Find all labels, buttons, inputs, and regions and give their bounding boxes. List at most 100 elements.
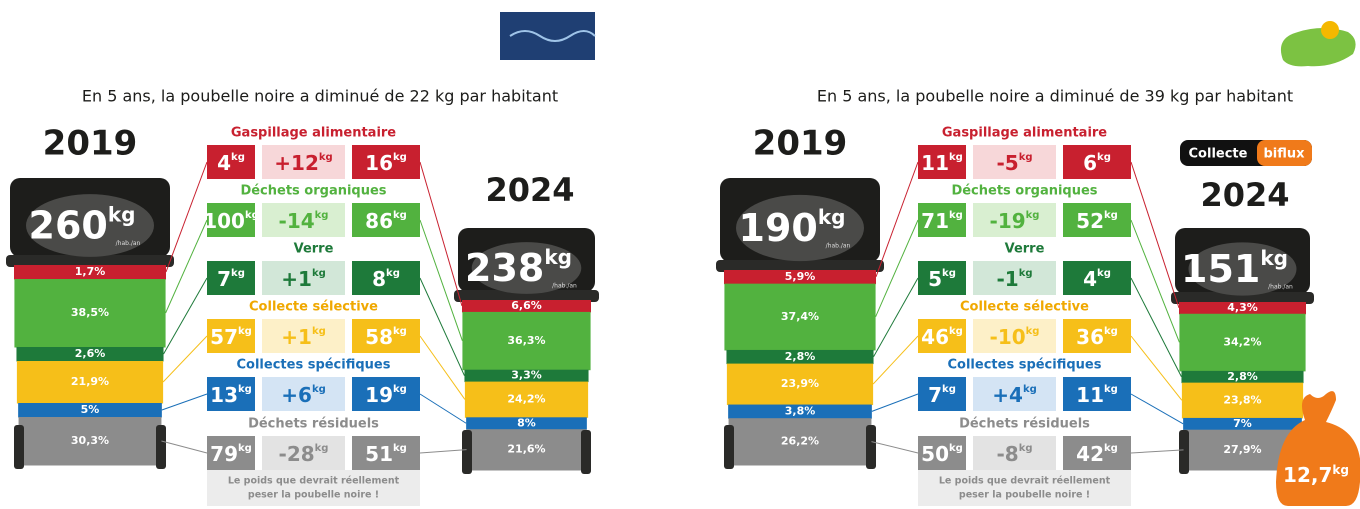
bag-value: 12,7 [1283, 463, 1332, 487]
bin-segment-label: 30,3% [71, 434, 109, 447]
bin-total-unit: kg [544, 245, 572, 269]
start-unit: kg [231, 268, 245, 279]
end-unit: kg [1104, 384, 1118, 395]
connector [872, 394, 918, 411]
category-name: Verre [1005, 242, 1045, 257]
end-number: 16 [365, 151, 393, 175]
connector [420, 220, 462, 341]
waste-bin: 238kg/hab./an6,6%36,3%3,3%24,2%8%21,6% [454, 228, 599, 474]
start-unit: kg [942, 384, 956, 395]
bin-segment-label: 37,4% [781, 310, 819, 323]
connector [871, 442, 918, 453]
bin-total-unit: kg [818, 205, 846, 229]
start-number: 57 [210, 325, 238, 349]
end-unit: kg [393, 384, 407, 395]
category-name: Déchets organiques [951, 184, 1097, 199]
bin-total-value: 238 [465, 246, 544, 290]
start-number: 46 [921, 325, 949, 349]
year-start: 2019 [43, 124, 138, 164]
change-number: -14 [279, 209, 315, 233]
start-number: 71 [921, 209, 949, 233]
end-number: 4 [1083, 267, 1097, 291]
end-number: 58 [365, 325, 393, 349]
bin-wheel [581, 430, 591, 474]
connector [420, 394, 466, 423]
waste-bin: 190kg/hab./an5,9%37,4%2,8%23,9%3,8%26,2% [716, 178, 884, 469]
logo-right [1281, 28, 1356, 66]
connector [1131, 220, 1179, 342]
panel-title: En 5 ans, la poubelle noire a diminué de… [817, 87, 1293, 106]
change-unit: kg [1023, 384, 1037, 395]
bin-segment-label: 23,8% [1223, 393, 1261, 406]
note-line: peser la poubelle noire ! [959, 490, 1090, 501]
change-unit: kg [315, 210, 329, 221]
change-unit: kg [1019, 443, 1033, 454]
connector [166, 162, 207, 272]
panel-title: En 5 ans, la poubelle noire a diminué de… [82, 87, 558, 106]
bin-per: /hab./an [1268, 284, 1293, 291]
bin-segment-label: 27,9% [1223, 443, 1261, 456]
bin-segment-label: 4,3% [1227, 301, 1258, 314]
year-end: 2024 [1200, 176, 1289, 214]
end-number: 52 [1076, 209, 1104, 233]
note-line: peser la poubelle noire ! [248, 490, 379, 501]
bin-segment-label: 21,6% [507, 443, 545, 456]
category-name: Verre [294, 242, 334, 257]
bin-segment-label: 5,9% [785, 270, 816, 283]
start-unit: kg [949, 443, 963, 454]
start-unit: kg [949, 210, 963, 221]
note-line: Le poids que devrait réellement [939, 476, 1111, 487]
change-number: +12 [274, 151, 319, 175]
bin-segment-label: 2,8% [785, 350, 816, 363]
change-unit: kg [312, 326, 326, 337]
start-unit: kg [238, 443, 252, 454]
change-number: +6 [281, 383, 312, 407]
end-unit: kg [1097, 268, 1111, 279]
end-unit: kg [386, 268, 400, 279]
category-name: Gaspillage alimentaire [942, 126, 1107, 141]
start-number: 5 [928, 267, 942, 291]
bin-segment-label: 5% [81, 403, 100, 416]
bin-total-value: 190 [739, 206, 818, 250]
bin-segment-label: 38,5% [71, 306, 109, 319]
connector [162, 394, 207, 410]
end-unit: kg [393, 210, 407, 221]
bin-total-unit: kg [108, 202, 136, 226]
end-number: 51 [365, 442, 393, 466]
bin-per: /hab./an [826, 243, 851, 250]
category-name: Déchets résiduels [959, 417, 1090, 432]
bin-wheel [1179, 430, 1189, 474]
connector [420, 336, 465, 399]
logo-left [500, 12, 595, 60]
end-unit: kg [1104, 326, 1118, 337]
bin-wheel [462, 430, 472, 474]
change-unit: kg [312, 268, 326, 279]
bin-segment-label: 3,3% [511, 369, 542, 382]
category-name: Collectes spécifiques [948, 358, 1102, 373]
change-number: +1 [281, 267, 312, 291]
end-number: 6 [1083, 151, 1097, 175]
change-unit: kg [319, 152, 333, 163]
change-number: -28 [279, 442, 315, 466]
waste-bin: 260kg/hab./an1,7%38,5%2,6%21,9%5%30,3% [6, 178, 174, 469]
connector [1131, 450, 1184, 453]
bin-per: /hab./an [552, 283, 577, 290]
bin-segment-label: 6,6% [511, 299, 542, 312]
bin-wheel [724, 425, 734, 469]
change-number: -19 [990, 209, 1026, 233]
note-line: Le poids que devrait réellement [228, 476, 400, 487]
end-number: 8 [372, 267, 386, 291]
end-number: 19 [365, 383, 393, 407]
end-unit: kg [1104, 210, 1118, 221]
bin-per: /hab./an [116, 240, 141, 247]
end-number: 36 [1076, 325, 1104, 349]
change-unit: kg [315, 443, 329, 454]
bin-segment-label: 26,2% [781, 435, 819, 448]
connector [873, 336, 918, 384]
bin-wheel [14, 425, 24, 469]
change-unit: kg [1019, 152, 1033, 163]
bin-segment-label: 23,9% [781, 377, 819, 390]
start-number: 100 [203, 209, 245, 233]
badge-text: Collecte [1189, 147, 1248, 162]
bin-segment-label: 2,8% [1227, 370, 1258, 383]
